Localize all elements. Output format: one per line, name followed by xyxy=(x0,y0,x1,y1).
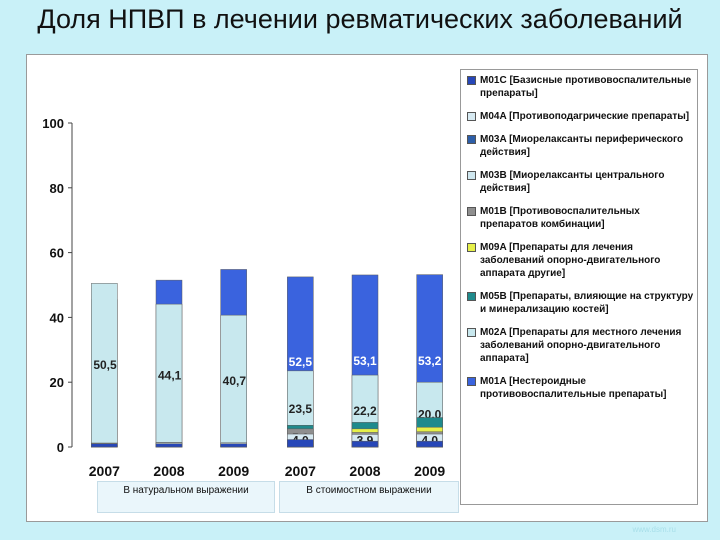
legend-label: M02A [Препараты для местного лечения заб… xyxy=(480,327,682,364)
legend-swatch xyxy=(467,243,476,252)
bar-segment xyxy=(155,443,183,448)
legend-item: M03B [Миорелаксанты центрального действи… xyxy=(467,169,695,195)
bar-value-label: 53,2 xyxy=(418,354,442,368)
stacked-bar-chart: 02040608010045,550,5200751,544,1200854,8… xyxy=(42,116,445,479)
legend-swatch xyxy=(467,328,476,337)
chart-panel: 02040608010045,550,5200751,544,1200854,8… xyxy=(26,54,708,522)
group-label-natural: В натуральном выражении xyxy=(97,481,275,513)
y-tick-label: 0 xyxy=(57,440,64,455)
legend-item: M04A [Противоподагрические препараты] xyxy=(467,110,695,123)
y-tick-label: 100 xyxy=(42,116,64,131)
legend-swatch xyxy=(467,135,476,144)
legend-swatch xyxy=(467,292,476,301)
group-label-value: В стоимостном выражении xyxy=(279,481,459,513)
bar-segment xyxy=(220,443,247,448)
x-category-label: 2009 xyxy=(218,463,249,479)
bar-value-label: 44,1 xyxy=(158,369,182,383)
legend-item: M02A [Препараты для местного лечения заб… xyxy=(467,326,695,365)
legend-label: M01C [Базисные противовоспалительные пре… xyxy=(480,75,692,99)
bar-segment xyxy=(155,303,183,448)
bar-value-label: 23,5 xyxy=(289,402,313,416)
legend-item: M09A [Препараты для лечения заболеваний … xyxy=(467,241,695,280)
x-category-label: 2007 xyxy=(285,463,316,479)
legend-swatch xyxy=(467,112,476,121)
bar-segment xyxy=(351,440,379,448)
y-tick-label: 80 xyxy=(50,181,64,196)
slide-title: Доля НПВП в лечении ревматических заболе… xyxy=(37,4,683,34)
y-tick-label: 40 xyxy=(50,310,64,325)
legend-item: M01B [Противовоспалительных препаратов к… xyxy=(467,205,695,231)
x-category-label: 2008 xyxy=(349,463,380,479)
legend-swatch xyxy=(467,377,476,386)
legend-item: M01A [Нестероидные противовоспалительные… xyxy=(467,375,695,401)
bar-value-label: 53,1 xyxy=(353,354,377,368)
legend-label: M09A [Препараты для лечения заболеваний … xyxy=(480,242,661,279)
x-category-label: 2009 xyxy=(414,463,445,479)
bar-segment xyxy=(91,283,118,448)
bar-value-label: 50,5 xyxy=(93,358,117,372)
y-tick-label: 20 xyxy=(50,375,64,390)
bar-segment xyxy=(287,439,314,448)
x-category-label: 2007 xyxy=(89,463,120,479)
chart-legend: M01C [Базисные противовоспалительные пре… xyxy=(460,69,698,505)
bar-segment xyxy=(416,440,443,448)
legend-label: M01B [Противовоспалительных препаратов к… xyxy=(480,206,640,230)
y-tick-label: 60 xyxy=(50,246,64,261)
bar-value-label: 52,5 xyxy=(289,355,313,369)
legend-swatch xyxy=(467,76,476,85)
bar-value-label: 40,7 xyxy=(223,374,247,388)
legend-item: M05B [Препараты, влияющие на структуру и… xyxy=(467,290,695,316)
legend-label: M03A [Миорелаксанты периферического дейс… xyxy=(480,134,684,158)
legend-label: M03B [Миорелаксанты центрального действи… xyxy=(480,170,665,194)
bar-segment xyxy=(91,443,118,448)
legend-label: M05B [Препараты, влияющие на структуру и… xyxy=(480,291,694,315)
legend-label: M04A [Противоподагрические препараты] xyxy=(480,111,690,122)
bar-value-label: 22,2 xyxy=(353,404,377,418)
footer-note: www.dsm.ru xyxy=(632,525,676,534)
legend-item: M01C [Базисные противовоспалительные пре… xyxy=(467,74,695,100)
legend-swatch xyxy=(467,207,476,216)
legend-item: M03A [Миорелаксанты периферического дейс… xyxy=(467,133,695,159)
legend-label: M01A [Нестероидные противовоспалительные… xyxy=(480,376,667,400)
x-category-label: 2008 xyxy=(153,463,184,479)
bar-segment xyxy=(220,314,247,448)
legend-swatch xyxy=(467,171,476,180)
